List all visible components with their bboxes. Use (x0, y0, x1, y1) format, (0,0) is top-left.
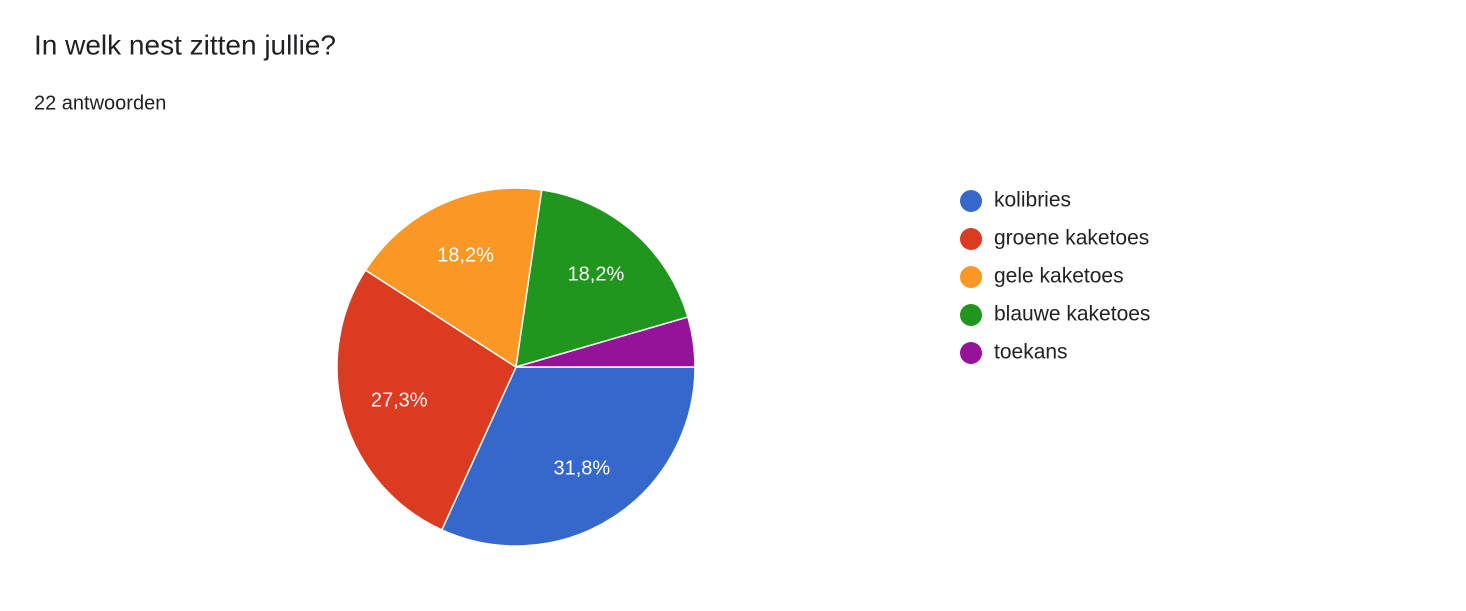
legend-marker (960, 266, 982, 288)
slice-label: 31,8% (554, 458, 611, 480)
legend-marker (960, 228, 982, 250)
legend-marker (960, 342, 982, 364)
legend-marker (960, 304, 982, 326)
pie-slice (364, 187, 543, 369)
chart-subtitle: 22 antwoorden (34, 92, 166, 114)
legend-label: groene kaketoes (994, 227, 1149, 250)
pie-slice (336, 269, 517, 531)
legend-label: gele kaketoes (994, 265, 1124, 288)
slice-label: 18,2% (568, 263, 625, 285)
pie-slice (440, 366, 696, 547)
legend-label: toekans (994, 341, 1068, 364)
slice-label: 18,2% (437, 245, 494, 267)
pie-slice (515, 189, 689, 369)
slice-label: 27,3% (371, 390, 428, 412)
legend-marker (960, 190, 982, 212)
pie-slice (515, 316, 696, 368)
chart-title: In welk nest zitten jullie? (34, 29, 336, 60)
legend-label: kolibries (994, 189, 1071, 212)
legend-label: blauwe kaketoes (994, 303, 1150, 326)
